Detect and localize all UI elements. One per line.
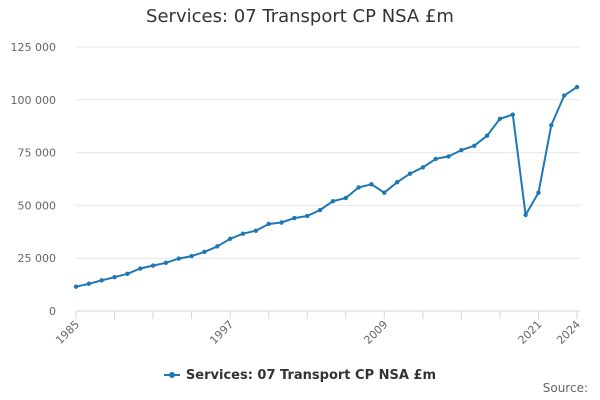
data-point	[189, 253, 194, 259]
data-point	[99, 278, 104, 283]
data-point	[356, 185, 361, 190]
data-point	[86, 281, 92, 286]
axes	[75, 310, 580, 319]
data-point	[215, 244, 220, 249]
data-point	[292, 215, 297, 221]
data-point	[446, 154, 451, 159]
data-point	[433, 156, 438, 162]
data-point	[202, 249, 207, 255]
tick-labels: 0 25 000 50 000 75 000 100 000 125 000 1985 199…	[11, 41, 584, 347]
data-point	[317, 207, 323, 213]
y-tick-label: 0	[49, 305, 56, 318]
data-point	[472, 143, 477, 149]
chart-title: Services: 07 Transport CP NSA £m	[146, 6, 454, 27]
data-point	[266, 221, 271, 227]
series-line	[75, 86, 578, 288]
data-point	[510, 112, 515, 117]
data-point	[73, 284, 79, 289]
data-point	[382, 190, 387, 195]
data-point	[176, 256, 181, 261]
data-point	[343, 195, 348, 201]
data-point	[497, 116, 503, 122]
data-point	[150, 263, 156, 268]
y-tick-label: 100 000	[11, 94, 57, 107]
source-credit: Source:	[542, 381, 588, 395]
gridlines	[76, 46, 580, 259]
x-tick-label: 2021	[516, 318, 545, 347]
series-layer	[73, 84, 580, 289]
legend: Services: 07 Transport CP NSA £m	[0, 365, 600, 383]
data-point	[536, 190, 541, 195]
data-point	[125, 271, 130, 277]
data-point	[394, 179, 400, 185]
legend-line-icon	[163, 372, 180, 378]
x-tick-label: 2009	[361, 318, 390, 347]
x-tick-label: 1997	[207, 318, 236, 347]
data-point	[305, 213, 310, 219]
data-point	[549, 122, 554, 128]
data-point	[279, 220, 284, 225]
data-point	[330, 198, 336, 204]
legend-item-transport[interactable]: Services: 07 Transport CP NSA £m	[163, 367, 437, 383]
x-tick-label: 2024	[554, 318, 583, 347]
data-point	[138, 266, 143, 271]
data-point	[561, 93, 567, 98]
data-point	[484, 133, 490, 138]
legend-marker-icon	[168, 372, 175, 378]
data-point	[253, 228, 259, 233]
data-point	[523, 212, 528, 218]
x-tick-label: 1985	[53, 318, 82, 347]
data-point	[574, 84, 580, 90]
data-point	[240, 231, 246, 236]
data-point	[227, 236, 233, 241]
data-point	[420, 165, 426, 170]
data-point	[369, 182, 374, 187]
data-point	[163, 260, 169, 266]
legend-label: Services: 07 Transport CP NSA £m	[185, 367, 437, 383]
data-point	[112, 275, 117, 280]
y-tick-label: 75 000	[18, 147, 57, 160]
data-point	[459, 147, 464, 153]
y-tick-label: 125 000	[11, 41, 57, 54]
data-point	[407, 171, 413, 176]
y-tick-label: 25 000	[18, 252, 57, 265]
y-tick-label: 50 000	[18, 199, 57, 212]
